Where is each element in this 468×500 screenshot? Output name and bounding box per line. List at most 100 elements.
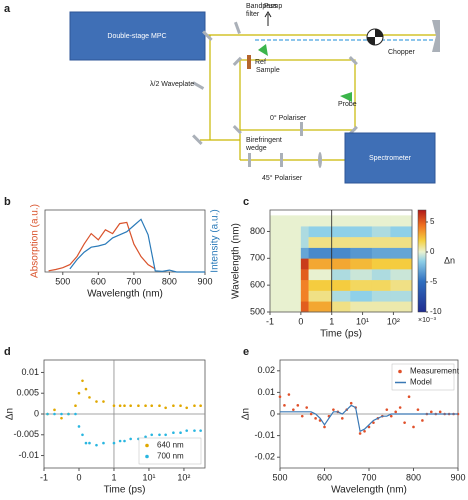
heatmap-cell [371, 301, 391, 313]
plot-frame [44, 209, 206, 273]
colorbar-tick-label: -10 [430, 307, 442, 316]
legend-box [138, 437, 202, 465]
legend-label: Model [410, 378, 432, 387]
colorbar [417, 209, 427, 313]
y2-axis-label: Intensity (a.u.) [210, 209, 221, 272]
heatmap-cell [308, 290, 333, 302]
heatmap-cell [390, 290, 413, 302]
data-point [164, 406, 167, 410]
x-tick-label: 0 [298, 316, 303, 326]
heatmap-cell [300, 269, 309, 281]
data-point [164, 433, 167, 437]
legend-marker [145, 443, 149, 448]
x-tick-label: 700 [361, 472, 376, 482]
heatmap-cell [331, 301, 351, 313]
heatmap-cell [270, 226, 286, 238]
data-point [172, 431, 175, 434]
data-point [283, 404, 286, 407]
x-axis-label: Time (ps) [104, 485, 146, 496]
heatmap-cell [308, 236, 333, 248]
heatmap-cell [300, 301, 309, 313]
data-point [363, 429, 366, 433]
data-point [144, 404, 147, 407]
data-point [332, 408, 335, 411]
panel-label: d [4, 346, 11, 358]
y-tick-label: 700 [250, 253, 265, 263]
data-point [349, 401, 353, 405]
x-tick-label: 0 [76, 472, 81, 482]
y-axis-label: Absorption (a.u.) [30, 204, 41, 278]
heatmap-cell [331, 226, 351, 238]
data-point [53, 408, 56, 412]
data-line [69, 218, 205, 273]
data-point [394, 410, 398, 414]
x-axis-label: Wavelength (nm) [331, 485, 407, 496]
y-tick-label: 0.02 [257, 365, 275, 375]
y-tick-label: 0 [34, 408, 39, 418]
data-point [193, 404, 196, 407]
x-tick-label: 10¹ [142, 472, 155, 482]
data-point [300, 414, 304, 418]
probe-prism [340, 92, 352, 102]
heatmap-cell [270, 236, 286, 248]
mpc-box [69, 11, 206, 61]
data-point [438, 410, 442, 414]
data-point [185, 429, 189, 432]
x-tick-label: 700 [126, 276, 141, 286]
x-tick-label: 900 [197, 276, 212, 286]
heatmap-cell [300, 258, 309, 270]
data-point [179, 404, 182, 407]
data-point [193, 429, 196, 432]
data-point [372, 421, 375, 424]
heatmap-cell [350, 226, 373, 238]
x-tick-label: 1 [111, 472, 116, 482]
heatmap-cell [390, 279, 413, 291]
setup-diagram: Double-stage MPC Spectrometer Bandpass f… [69, 3, 440, 184]
data-point [95, 443, 98, 447]
x-axis-label: Wavelength (nm) [87, 289, 163, 300]
heatmap-cell [285, 215, 302, 227]
data-point [199, 429, 202, 432]
x-tick-label: 500 [55, 276, 70, 286]
heatmap-cell [331, 236, 351, 248]
data-point [60, 416, 63, 420]
legend-marker [145, 454, 149, 459]
heatmap-cell [308, 226, 333, 238]
x-tick-label: 600 [317, 472, 332, 482]
data-point [53, 412, 56, 416]
heatmap-cell [285, 290, 302, 302]
heatmap-cell [285, 301, 302, 313]
heatmap-cell [270, 279, 286, 291]
data-point [74, 412, 77, 416]
colorbar-tick-label: -5 [430, 277, 438, 286]
panel-label: a [4, 3, 11, 15]
heatmap-cell [308, 269, 333, 281]
y-tick-label: -0.005 [13, 429, 39, 439]
heatmap-cell [308, 258, 333, 270]
optics [192, 20, 440, 168]
data-point [102, 400, 105, 403]
data-point [185, 406, 189, 410]
data-point [179, 431, 182, 434]
data-point [77, 425, 81, 428]
panel-label: c [243, 196, 249, 208]
heatmap-cell [270, 258, 286, 270]
plot-frame [269, 209, 413, 313]
x-tick-label: 10² [387, 316, 400, 326]
y-tick-label: 800 [250, 226, 265, 236]
y-axis-label: Δn [241, 408, 252, 420]
data-point [407, 395, 411, 399]
data-point [88, 441, 91, 445]
heatmap-cell [390, 301, 413, 313]
data-point [60, 412, 63, 416]
ref-prism [258, 44, 268, 56]
y-tick-label: -0.01 [254, 430, 275, 440]
heatmap-cell [270, 215, 286, 227]
sample-label: Sample [256, 67, 280, 74]
polariser0-label: 0° Polariser [270, 114, 307, 122]
data-point [314, 417, 317, 420]
data-point [84, 441, 88, 445]
data-point [296, 404, 300, 407]
y-tick-label: 500 [250, 306, 265, 316]
